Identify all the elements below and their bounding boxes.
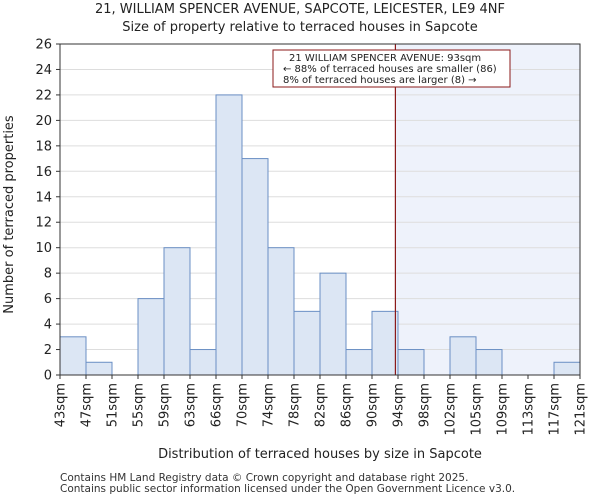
histogram-bar	[371, 310, 399, 376]
histogram-bar	[319, 272, 347, 376]
histogram-bar	[59, 336, 87, 376]
histogram-bar	[163, 247, 191, 376]
x-tick-label: 102sqm	[444, 383, 459, 436]
annotation-line: ← 88% of terraced houses are smaller (86…	[283, 64, 497, 75]
annotation-line: 21 WILLIAM SPENCER AVENUE: 93sqm	[289, 53, 481, 64]
annotation-line: 8% of terraced houses are larger (8) →	[283, 75, 477, 86]
y-tick-label: 18	[35, 139, 52, 154]
histogram-bar	[189, 349, 217, 376]
y-tick-label: 26	[35, 38, 52, 53]
x-tick-label: 98sqm	[418, 383, 433, 427]
x-tick-label: 63sqm	[184, 383, 199, 427]
histogram-bar	[241, 158, 269, 376]
x-tick-label: 59sqm	[158, 383, 173, 427]
chart-subtitle: Size of property relative to terraced ho…	[122, 20, 478, 35]
histogram-bar	[397, 349, 425, 376]
x-axis-label: Distribution of terraced houses by size …	[158, 447, 482, 462]
x-tick-label: 55sqm	[132, 383, 147, 427]
x-tick-label: 66sqm	[210, 383, 225, 427]
x-tick-label: 117sqm	[548, 383, 563, 436]
y-tick-label: 0	[44, 369, 52, 384]
histogram-bar	[293, 310, 321, 376]
histogram-bar	[553, 361, 581, 376]
x-tick-label: 90sqm	[366, 383, 381, 427]
x-tick-label: 74sqm	[262, 383, 277, 427]
histogram-bar	[85, 361, 113, 376]
histogram-bar	[137, 298, 165, 376]
x-tick-label: 113sqm	[522, 383, 537, 436]
x-tick-label: 86sqm	[340, 383, 355, 427]
x-tick-label: 51sqm	[106, 383, 121, 427]
footer-line-1: Contains HM Land Registry data © Crown c…	[60, 472, 469, 484]
annotation-box	[272, 49, 511, 88]
x-tick-label: 78sqm	[288, 383, 303, 427]
x-tick-label: 70sqm	[236, 383, 251, 427]
histogram-bar	[345, 349, 373, 376]
histogram-bar	[475, 349, 503, 376]
larger-region-highlight	[395, 44, 580, 375]
histogram-bar	[215, 94, 243, 376]
y-tick-label: 20	[35, 114, 52, 129]
y-tick-label: 6	[44, 292, 52, 307]
x-tick-label: 121sqm	[574, 383, 589, 436]
histogram-bar	[449, 336, 477, 376]
histogram-bar	[267, 247, 295, 376]
y-tick-label: 14	[35, 190, 52, 205]
x-tick-label: 94sqm	[392, 383, 407, 427]
y-tick-label: 10	[35, 241, 52, 256]
x-tick-label: 47sqm	[80, 383, 95, 427]
chart-title: 21, WILLIAM SPENCER AVENUE, SAPCOTE, LEI…	[94, 2, 505, 17]
y-axis-label: Number of terraced properties	[2, 115, 17, 314]
y-tick-label: 12	[35, 216, 52, 231]
y-tick-label: 4	[44, 318, 52, 333]
x-tick-label: 109sqm	[496, 383, 511, 436]
y-tick-label: 8	[44, 267, 52, 282]
footer-line-2: Contains public sector information licen…	[60, 483, 516, 495]
x-tick-label: 105sqm	[470, 383, 485, 436]
x-tick-label: 43sqm	[54, 383, 69, 427]
y-tick-label: 16	[35, 165, 52, 180]
y-tick-label: 2	[44, 343, 52, 358]
y-tick-label: 24	[35, 63, 52, 78]
y-tick-label: 22	[35, 88, 52, 103]
x-tick-label: 82sqm	[314, 383, 329, 427]
